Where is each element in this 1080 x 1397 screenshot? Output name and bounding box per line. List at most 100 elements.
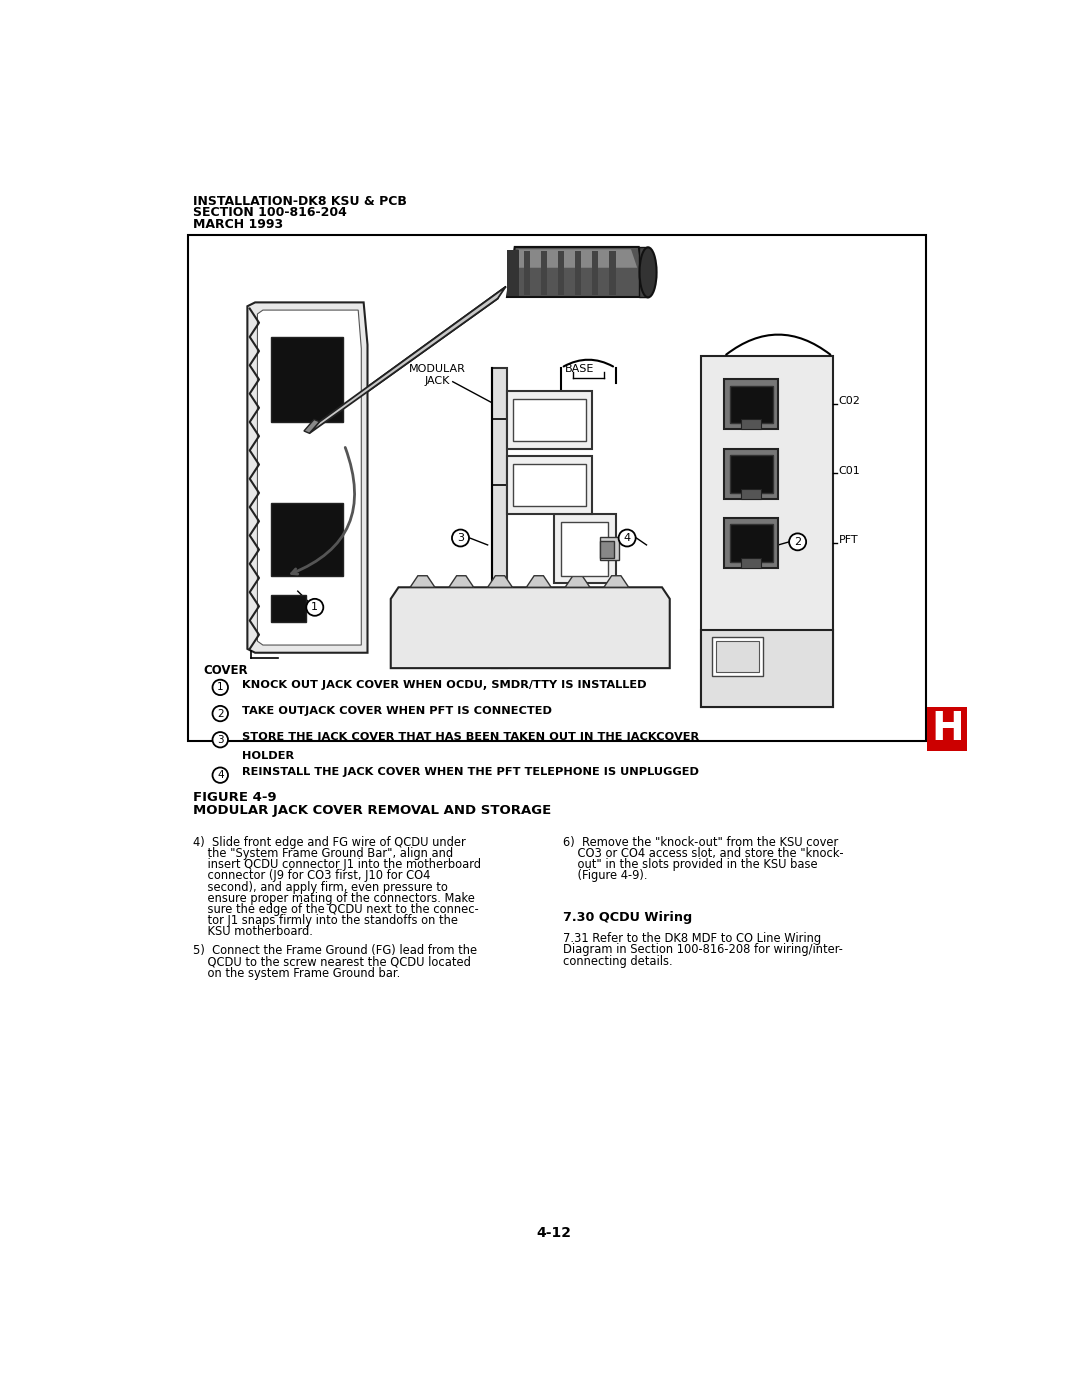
Text: H: H — [931, 710, 963, 747]
Polygon shape — [410, 576, 435, 587]
Text: INSTALLATION-DK8 KSU & PCB: INSTALLATION-DK8 KSU & PCB — [193, 194, 407, 208]
Text: KNOCK OUT JACK COVER WHEN OCDU, SMDR/TTY IS INSTALLED: KNOCK OUT JACK COVER WHEN OCDU, SMDR/TTY… — [242, 680, 647, 690]
Text: 7.31 Refer to the DK8 MDF to CO Line Wiring: 7.31 Refer to the DK8 MDF to CO Line Wir… — [563, 932, 821, 946]
Text: COVER: COVER — [203, 665, 247, 678]
Polygon shape — [271, 503, 342, 576]
Polygon shape — [701, 356, 833, 707]
Text: QCDU to the screw nearest the QCDU located: QCDU to the screw nearest the QCDU locat… — [193, 956, 471, 968]
Polygon shape — [741, 557, 761, 569]
Polygon shape — [576, 251, 581, 295]
Polygon shape — [565, 576, 590, 587]
Circle shape — [619, 529, 636, 546]
Text: on the system Frame Ground bar.: on the system Frame Ground bar. — [193, 967, 401, 979]
Polygon shape — [592, 251, 598, 295]
Text: 1: 1 — [217, 682, 224, 693]
Polygon shape — [600, 538, 619, 560]
Polygon shape — [513, 464, 586, 507]
Text: 2: 2 — [794, 536, 801, 546]
Text: C01: C01 — [839, 465, 861, 475]
Polygon shape — [724, 518, 779, 569]
Text: 4: 4 — [217, 770, 224, 780]
Polygon shape — [524, 251, 530, 295]
Text: connector (J9 for CO3 first, J10 for CO4: connector (J9 for CO3 first, J10 for CO4 — [193, 869, 431, 883]
Text: 6)  Remove the "knock-out" from the KSU cover: 6) Remove the "knock-out" from the KSU c… — [563, 835, 838, 849]
Text: insert QCDU connector J1 into the motherboard: insert QCDU connector J1 into the mother… — [193, 858, 481, 872]
Polygon shape — [449, 576, 474, 587]
Circle shape — [789, 534, 806, 550]
Text: connecting details.: connecting details. — [563, 954, 673, 968]
Polygon shape — [507, 391, 592, 448]
Polygon shape — [488, 576, 512, 587]
Polygon shape — [730, 386, 773, 423]
Text: 1: 1 — [311, 602, 319, 612]
Polygon shape — [247, 302, 367, 652]
Text: STORE THE JACK COVER THAT HAS BEEN TAKEN OUT IN THE JACKCOVER: STORE THE JACK COVER THAT HAS BEEN TAKEN… — [242, 732, 699, 742]
Polygon shape — [513, 398, 586, 441]
Polygon shape — [491, 367, 507, 668]
Polygon shape — [271, 337, 342, 422]
Text: 7.30 QCDU Wiring: 7.30 QCDU Wiring — [563, 911, 692, 923]
Polygon shape — [600, 541, 613, 557]
Circle shape — [213, 767, 228, 782]
Text: MARCH 1993: MARCH 1993 — [193, 218, 283, 231]
Polygon shape — [741, 489, 761, 499]
Text: TAKE OUTJACK COVER WHEN PFT IS CONNECTED: TAKE OUTJACK COVER WHEN PFT IS CONNECTED — [242, 705, 552, 715]
Circle shape — [213, 705, 228, 721]
Text: FIGURE 4-9: FIGURE 4-9 — [193, 791, 276, 805]
Text: sure the edge of the QCDU next to the connec-: sure the edge of the QCDU next to the co… — [193, 902, 478, 916]
Polygon shape — [512, 249, 637, 268]
Text: REINSTALL THE JACK COVER WHEN THE PFT TELEPHONE IS UNPLUGGED: REINSTALL THE JACK COVER WHEN THE PFT TE… — [242, 767, 699, 778]
Text: 4-12: 4-12 — [536, 1227, 571, 1241]
Bar — [188, 236, 926, 742]
Polygon shape — [701, 630, 833, 707]
Text: SECTION 100-816-204: SECTION 100-816-204 — [193, 207, 347, 219]
Polygon shape — [716, 641, 759, 672]
Polygon shape — [541, 251, 548, 295]
Text: BASE: BASE — [565, 365, 594, 374]
Polygon shape — [609, 251, 616, 295]
Text: MODULAR
JACK: MODULAR JACK — [409, 365, 465, 386]
Polygon shape — [730, 524, 773, 562]
Text: Diagram in Section 100-816-208 for wiring/inter-: Diagram in Section 100-816-208 for wirin… — [563, 943, 842, 957]
Polygon shape — [638, 247, 648, 298]
Text: out" in the slots provided in the KSU base: out" in the slots provided in the KSU ba… — [563, 858, 818, 872]
Text: second), and apply firm, even pressure to: second), and apply firm, even pressure t… — [193, 880, 448, 894]
Polygon shape — [554, 514, 616, 584]
Polygon shape — [271, 595, 306, 622]
Circle shape — [307, 599, 323, 616]
Polygon shape — [303, 419, 320, 433]
Polygon shape — [558, 251, 565, 295]
Text: tor J1 snaps firmly into the standoffs on the: tor J1 snaps firmly into the standoffs o… — [193, 914, 458, 928]
Text: (Figure 4-9).: (Figure 4-9). — [563, 869, 647, 883]
Text: ensure proper mating of the connectors. Make: ensure proper mating of the connectors. … — [193, 891, 475, 905]
Text: 4: 4 — [623, 534, 631, 543]
Text: 5)  Connect the Frame Ground (FG) lead from the: 5) Connect the Frame Ground (FG) lead fr… — [193, 944, 477, 957]
Polygon shape — [604, 576, 629, 587]
Polygon shape — [507, 250, 518, 296]
Text: 2: 2 — [217, 708, 224, 718]
Polygon shape — [724, 448, 779, 499]
Polygon shape — [309, 286, 505, 433]
Ellipse shape — [639, 247, 657, 298]
Text: 3: 3 — [217, 735, 224, 745]
Text: the "System Frame Ground Bar", align and: the "System Frame Ground Bar", align and — [193, 847, 454, 861]
Polygon shape — [257, 310, 362, 645]
Text: HOLDER: HOLDER — [242, 750, 294, 760]
Text: C02: C02 — [839, 397, 861, 407]
Polygon shape — [730, 455, 773, 493]
Polygon shape — [724, 380, 779, 429]
Text: MODULAR JACK COVER REMOVAL AND STORAGE: MODULAR JACK COVER REMOVAL AND STORAGE — [193, 805, 552, 817]
Polygon shape — [507, 247, 647, 298]
Polygon shape — [713, 637, 762, 676]
Circle shape — [213, 732, 228, 747]
Polygon shape — [562, 522, 608, 576]
Circle shape — [451, 529, 469, 546]
Bar — [927, 707, 968, 752]
Text: 4)  Slide front edge and FG wire of QCDU under: 4) Slide front edge and FG wire of QCDU … — [193, 835, 465, 849]
Polygon shape — [391, 587, 670, 668]
Polygon shape — [741, 419, 761, 429]
Text: KSU motherboard.: KSU motherboard. — [193, 925, 313, 939]
Polygon shape — [526, 576, 551, 587]
Text: PFT: PFT — [839, 535, 859, 545]
Circle shape — [213, 680, 228, 696]
